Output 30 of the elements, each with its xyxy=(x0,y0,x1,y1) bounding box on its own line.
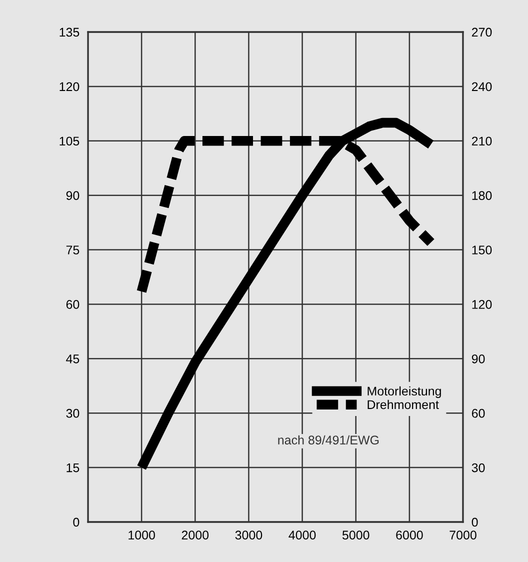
y-tick-label: 90 xyxy=(66,191,80,200)
y2-tick-label: 240 xyxy=(472,82,492,92)
y-tick-label: 120 xyxy=(60,82,80,92)
x-tick-label: 3000 xyxy=(235,530,262,540)
y-tick-label: 30 xyxy=(66,408,80,418)
y2-tick-label: 60 xyxy=(472,408,485,418)
y2-tick-label: 0 xyxy=(472,518,478,527)
y2-tick-label: 270 xyxy=(472,28,492,37)
x-tick-label: 4000 xyxy=(288,530,316,540)
y2-tick-label: 120 xyxy=(472,300,492,309)
y2-tick-label: 30 xyxy=(472,463,485,472)
y2-tick-label: 180 xyxy=(472,191,492,200)
y2-tick-label: 150 xyxy=(472,246,492,254)
y-tick-label: 45 xyxy=(66,354,80,364)
annotation: nach 89/491/EWG xyxy=(278,435,379,445)
legend-label: Motorleistung xyxy=(368,386,441,398)
y2-tick-label: 210 xyxy=(472,136,492,146)
x-tick-label: 2000 xyxy=(182,530,209,540)
y-tick-label: 0 xyxy=(73,518,80,527)
x-tick-label: 5000 xyxy=(342,530,370,540)
y-tick-label: 60 xyxy=(66,300,80,309)
legend-label: Drehmoment xyxy=(368,400,439,410)
y2-tick-label: 90 xyxy=(472,354,485,364)
x-tick-label: 6000 xyxy=(396,530,423,540)
y-tick-label: 75 xyxy=(66,246,80,254)
y-tick-label: 15 xyxy=(66,463,80,472)
y-tick-label: 105 xyxy=(60,136,80,146)
x-tick-label: 1000 xyxy=(128,530,155,540)
y-tick-label: 135 xyxy=(60,28,80,37)
x-tick-label: 7000 xyxy=(450,530,476,540)
